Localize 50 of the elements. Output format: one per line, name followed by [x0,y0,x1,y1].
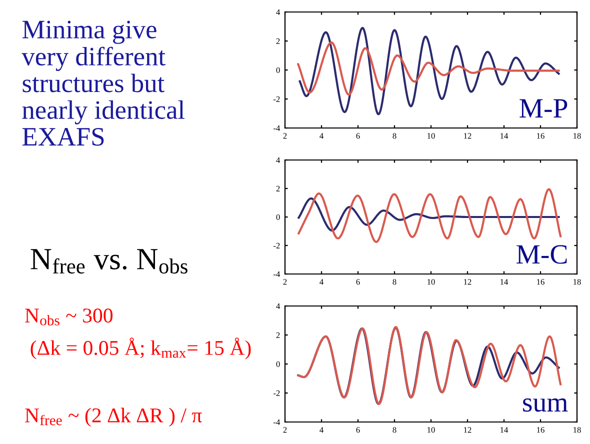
y-tick-label: 0 [276,214,280,220]
text: Minima give very different structures but nearly identical EXAFS [22,20,185,146]
x-tick-label: 12 [464,427,472,433]
y-tick-label: 4 [276,157,280,163]
y-tick-label: -4 [274,271,280,277]
x-tick-label: 18 [574,133,581,139]
y-tick-label: 2 [276,38,280,44]
y-tick-label: 0 [276,67,280,73]
y-tick-label: 0 [276,361,280,367]
x-tick-label: 6 [356,427,360,433]
x-tick-label: 12 [464,279,472,285]
y-tick-label: 4 [276,9,280,15]
y-tick-label: -2 [274,96,280,102]
annotation: M-C [516,245,567,264]
y-tick-label: 2 [276,332,280,338]
annotation: M-P [520,99,568,118]
x-tick-label: 8 [392,427,396,433]
x-tick-label: 2 [283,427,287,433]
x-tick-label: 16 [537,427,544,433]
x-tick-label: 4 [320,427,324,433]
x-tick-label: 14 [500,427,508,433]
x-tick-label: 4 [320,279,324,285]
x-tick-label: 2 [283,279,287,285]
x-tick-label: 12 [464,133,472,139]
y-tick-label: -4 [274,125,280,131]
text: (Δk = 0.05 Å; k$_{max}$= 15 Å) [30,338,251,360]
y-tick-label: -4 [274,419,280,425]
x-tick-label: 8 [392,279,396,285]
y-tick-label: -2 [274,390,280,396]
x-tick-label: 10 [428,427,435,433]
text: N$_{free}$ ~ (2 Δk ΔR ) / π [25,408,202,427]
x-tick-label: 6 [356,279,360,285]
x-tick-label: 14 [500,133,508,139]
x-tick-label: 8 [392,133,396,139]
x-tick-label: 4 [320,133,324,139]
x-tick-label: 10 [428,279,435,285]
y-tick-label: 2 [276,186,280,192]
x-tick-label: 6 [356,133,360,139]
y-tick-label: -2 [274,242,280,248]
y-tick-label: 4 [276,303,280,309]
annotation: sum [523,398,568,412]
text: N$_{obs}$ ~ 300 [25,308,113,326]
x-tick-label: 14 [500,279,508,285]
text: N$_{free}$ vs. N$_{obs}$ [30,249,188,274]
x-tick-label: 16 [537,279,544,285]
x-tick-label: 18 [574,279,581,285]
x-tick-label: 2 [283,133,287,139]
x-tick-label: 16 [537,133,544,139]
x-tick-label: 10 [428,133,435,139]
x-tick-label: 18 [574,427,581,433]
